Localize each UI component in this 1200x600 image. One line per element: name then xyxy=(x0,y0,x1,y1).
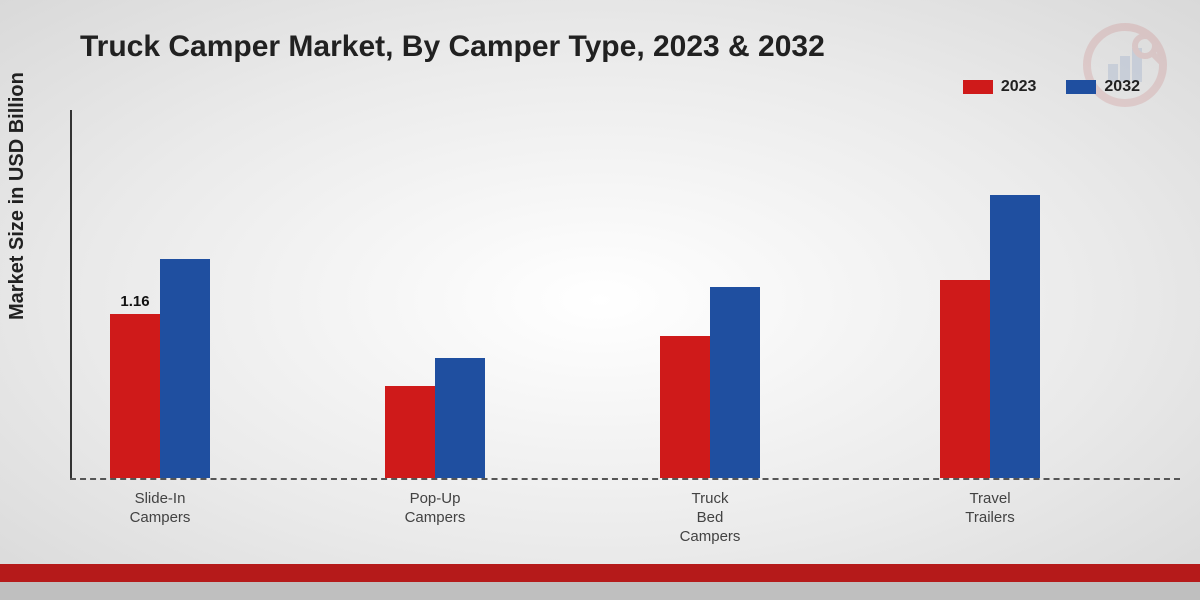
x-axis-category-label: Slide-In Campers xyxy=(100,490,220,528)
bar-group xyxy=(385,358,485,478)
y-axis-label: Market Size in USD Billion xyxy=(6,72,29,320)
bar-group xyxy=(940,195,1040,478)
legend-swatch-2023 xyxy=(963,80,993,94)
chart-title: Truck Camper Market, By Camper Type, 202… xyxy=(80,30,825,64)
x-axis-category-label: Pop-Up Campers xyxy=(375,490,495,528)
bar-2032 xyxy=(990,195,1040,478)
x-axis-category-label: Travel Trailers xyxy=(930,490,1050,528)
legend-label-2023: 2023 xyxy=(1001,78,1037,96)
bar-2023 xyxy=(940,280,990,478)
bar-2032 xyxy=(435,358,485,478)
legend-entry-2023: 2023 xyxy=(963,78,1037,96)
bar-2023 xyxy=(660,336,710,478)
data-label: 1.16 xyxy=(110,293,160,310)
bar-2023 xyxy=(385,386,435,478)
plot-area: 1.16 xyxy=(70,110,1180,478)
footer-red-stripe xyxy=(0,564,1200,582)
legend: 2023 2032 xyxy=(963,78,1140,96)
watermark-logo-icon xyxy=(1080,20,1170,115)
bar-2032 xyxy=(710,287,760,478)
x-axis-baseline xyxy=(70,478,1180,480)
footer-grey-stripe xyxy=(0,582,1200,600)
bar-group xyxy=(110,259,210,478)
x-axis-category-label: Truck Bed Campers xyxy=(650,490,770,546)
bar-2023 xyxy=(110,314,160,478)
legend-entry-2032: 2032 xyxy=(1066,78,1140,96)
bar-2032 xyxy=(160,259,210,478)
legend-swatch-2032 xyxy=(1066,80,1096,94)
legend-label-2032: 2032 xyxy=(1104,78,1140,96)
bar-group xyxy=(660,287,760,478)
